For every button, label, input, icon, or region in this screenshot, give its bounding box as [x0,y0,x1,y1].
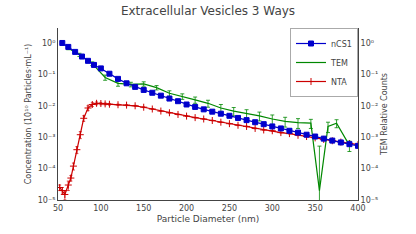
svg-text:10⁻⁴: 10⁻⁴ [38,164,56,173]
svg-text:300: 300 [265,204,280,213]
svg-text:200: 200 [179,204,194,213]
svg-text:10⁻⁵: 10⁻⁵ [38,196,56,205]
svg-text:100: 100 [93,204,108,213]
svg-text:Concentration (10¹⁰ Particles·: Concentration (10¹⁰ Particles·mL⁻¹) [24,44,33,184]
svg-text:10⁰: 10⁰ [361,39,374,48]
svg-text:10⁻²: 10⁻² [361,102,379,111]
svg-text:10⁰: 10⁰ [42,39,55,48]
svg-text:150: 150 [136,204,151,213]
svg-text:50: 50 [53,204,63,213]
svg-text:400: 400 [350,204,365,213]
svg-text:Extracellular Vesicles 3 Ways: Extracellular Vesicles 3 Ways [121,4,295,18]
svg-text:10⁻⁵: 10⁻⁵ [361,196,379,205]
svg-text:TEM: TEM [330,59,348,68]
svg-text:Particle Diameter (nm): Particle Diameter (nm) [157,214,260,224]
svg-text:10⁻³: 10⁻³ [38,133,56,142]
svg-text:10⁻³: 10⁻³ [361,133,379,142]
svg-text:10⁻¹: 10⁻¹ [361,70,379,79]
svg-text:TEM Relative Counts: TEM Relative Counts [380,73,389,156]
svg-text:10⁻²: 10⁻² [38,102,56,111]
svg-text:350: 350 [307,204,322,213]
svg-text:NTA: NTA [331,78,347,87]
svg-text:10⁻¹: 10⁻¹ [38,70,56,79]
svg-text:10⁻⁴: 10⁻⁴ [361,164,379,173]
svg-text:nCS1: nCS1 [331,40,352,49]
svg-text:250: 250 [222,204,237,213]
